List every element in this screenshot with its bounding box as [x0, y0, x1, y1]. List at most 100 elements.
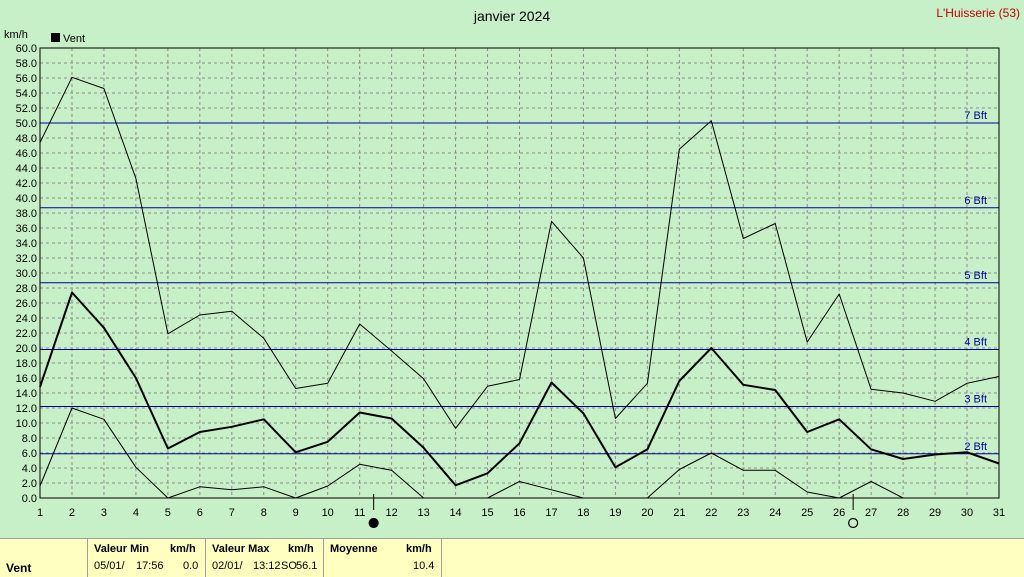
x-tick-label: 5: [165, 507, 171, 519]
beaufort-label: 2 Bft: [964, 441, 987, 453]
y-tick-label: 2.0: [22, 478, 37, 490]
stats-footer: Vent Valeur Min km/h 05/01/ 17:56 0.0 Va…: [0, 538, 1024, 577]
y-tick-label: 56.0: [16, 73, 37, 85]
legend-label: Vent: [63, 33, 85, 45]
x-tick-label: 4: [133, 507, 139, 519]
series-min-line: [39, 407, 424, 499]
max-unit: km/h: [288, 543, 314, 555]
x-tick-label: 2: [69, 507, 75, 519]
y-tick-label: 10.0: [16, 418, 37, 430]
y-tick-label: 60.0: [16, 43, 37, 55]
legend-swatch: [51, 33, 60, 42]
y-tick-label: 14.0: [16, 388, 37, 400]
x-tick-label: 8: [261, 507, 267, 519]
y-tick-label: 20.0: [16, 343, 37, 355]
x-tick-label: 17: [545, 507, 557, 519]
y-tick-label: 12.0: [16, 403, 37, 415]
beaufort-label: 4 Bft: [964, 337, 987, 349]
x-tick-label: 14: [449, 507, 461, 519]
y-tick-label: 50.0: [16, 118, 37, 130]
y-tick-label: 22.0: [16, 328, 37, 340]
avg-unit: km/h: [406, 543, 432, 555]
y-tick-label: 34.0: [16, 238, 37, 250]
wind-chart: janvier 2024 L'Huisserie (53) km/h Vent …: [4, 6, 1020, 529]
x-tick-label: 6: [197, 507, 203, 519]
max-time: 13:12: [253, 560, 281, 572]
y-tick-label: 54.0: [16, 88, 37, 100]
y-tick-label: 16.0: [16, 373, 37, 385]
max-direction: SO: [281, 560, 297, 572]
x-tick-label: 30: [961, 507, 973, 519]
y-tick-label: 4.0: [22, 463, 37, 475]
series-mean-line: [39, 291, 1000, 487]
series-min-line: [487, 481, 584, 499]
min-header: Valeur Min: [94, 543, 150, 555]
x-tick-label: 11: [354, 507, 365, 519]
footer-max-cell: Valeur Max km/h 02/01/ 13:12 SO 56.1: [206, 539, 324, 577]
x-tick-label: 27: [865, 507, 877, 519]
y-tick-label: 32.0: [16, 253, 37, 265]
y-tick-label: 26.0: [16, 298, 37, 310]
x-tick-label: 13: [417, 507, 429, 519]
x-tick-label: 3: [101, 507, 107, 519]
x-tick-label: 28: [897, 507, 909, 519]
y-tick-label: 24.0: [16, 313, 37, 325]
beaufort-label: 6 Bft: [964, 195, 987, 207]
y-tick-label: 58.0: [16, 58, 37, 70]
x-tick-label: 7: [229, 507, 235, 519]
x-tick-label: 16: [513, 507, 525, 519]
beaufort-label: 7 Bft: [964, 110, 987, 122]
min-date: 05/01/: [94, 560, 125, 572]
y-tick-label: 48.0: [16, 133, 37, 145]
max-header: Valeur Max: [212, 543, 270, 555]
x-tick-label: 12: [386, 507, 398, 519]
x-tick-label: 15: [481, 507, 493, 519]
x-tick-label: 31: [993, 507, 1005, 519]
x-tick-label: 26: [833, 507, 845, 519]
station-name: L'Huisserie (53): [936, 6, 1020, 20]
y-tick-label: 18.0: [16, 358, 37, 370]
y-tick-label: 30.0: [16, 268, 37, 280]
avg-value: 10.4: [413, 560, 435, 572]
min-unit: km/h: [170, 543, 196, 555]
footer-row-label: Vent: [6, 561, 32, 575]
footer-avg-cell: Moyenne km/h 10.4: [324, 539, 442, 577]
beaufort-label: 5 Bft: [964, 270, 987, 282]
y-tick-label: 6.0: [22, 448, 37, 460]
footer-row-cell: Vent: [0, 539, 88, 577]
max-date: 02/01/: [212, 560, 243, 572]
x-tick-label: 20: [641, 507, 653, 519]
y-tick-label: 40.0: [16, 193, 37, 205]
avg-header: Moyenne: [330, 543, 378, 555]
series-max-line: [39, 76, 1000, 429]
y-tick-label: 8.0: [22, 433, 37, 445]
y-axis-unit: km/h: [4, 29, 28, 41]
full-moon-icon: [848, 517, 859, 529]
y-tick-label: 42.0: [16, 178, 37, 190]
y-tick-label: 36.0: [16, 223, 37, 235]
chart-title: janvier 2024: [473, 8, 550, 24]
footer-min-cell: Valeur Min km/h 05/01/ 17:56 0.0: [88, 539, 206, 577]
x-tick-label: 25: [801, 507, 813, 519]
min-time: 17:56: [136, 560, 164, 572]
y-tick-label: 38.0: [16, 208, 37, 220]
y-tick-label: 0.0: [22, 493, 37, 505]
beaufort-label: 3 Bft: [964, 394, 987, 406]
x-tick-label: 9: [293, 507, 299, 519]
max-value: 56.1: [296, 560, 318, 572]
min-value: 0.0: [183, 560, 199, 572]
x-tick-label: 24: [769, 507, 781, 519]
y-tick-label: 28.0: [16, 283, 37, 295]
x-tick-label: 21: [673, 507, 685, 519]
x-tick-label: 18: [577, 507, 589, 519]
x-tick-label: 23: [737, 507, 749, 519]
x-tick-label: 10: [322, 507, 334, 519]
x-tick-label: 19: [609, 507, 621, 519]
x-tick-label: 22: [705, 507, 717, 519]
y-tick-label: 52.0: [16, 103, 37, 115]
x-tick-label: 29: [929, 507, 941, 519]
y-tick-label: 46.0: [16, 148, 37, 160]
series-min-line: [647, 452, 904, 499]
new-moon-icon: [368, 517, 379, 529]
plot-frame: [39, 47, 1000, 499]
